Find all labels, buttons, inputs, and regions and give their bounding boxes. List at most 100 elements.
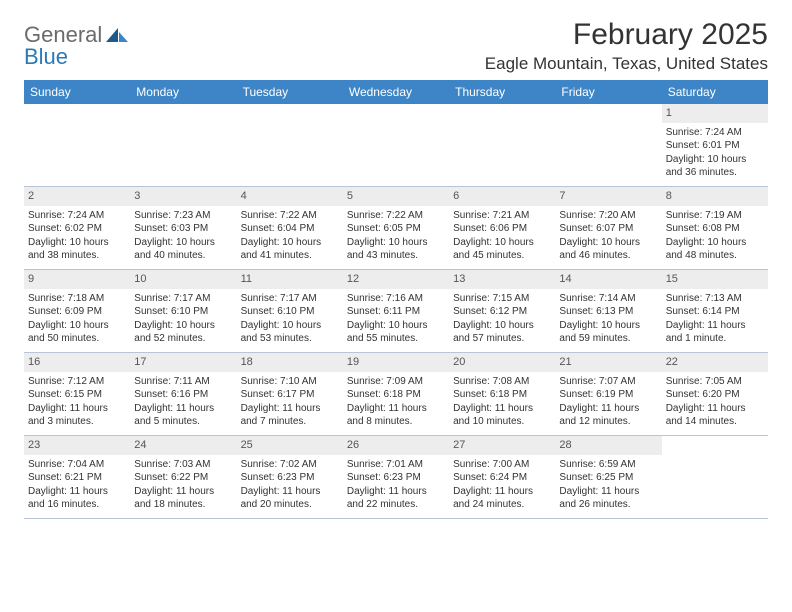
sunrise-text: Sunrise: 7:21 AM [453, 209, 551, 223]
day-number: 17 [130, 353, 236, 372]
daylight-text: Daylight: 10 hours and 41 minutes. [241, 236, 339, 263]
daylight-text: Daylight: 10 hours and 38 minutes. [28, 236, 126, 263]
day-cell: 25Sunrise: 7:02 AMSunset: 6:23 PMDayligh… [237, 436, 343, 518]
sunrise-text: Sunrise: 7:04 AM [28, 458, 126, 472]
day-header: Saturday [662, 80, 768, 104]
week-row: 9Sunrise: 7:18 AMSunset: 6:09 PMDaylight… [24, 270, 768, 353]
sunrise-text: Sunrise: 7:19 AM [666, 209, 764, 223]
day-header: Monday [130, 80, 236, 104]
sunset-text: Sunset: 6:09 PM [28, 305, 126, 319]
sunset-text: Sunset: 6:10 PM [241, 305, 339, 319]
sunrise-text: Sunrise: 6:59 AM [559, 458, 657, 472]
day-cell: 21Sunrise: 7:07 AMSunset: 6:19 PMDayligh… [555, 353, 661, 435]
daylight-text: Daylight: 10 hours and 53 minutes. [241, 319, 339, 346]
daylight-text: Daylight: 11 hours and 3 minutes. [28, 402, 126, 429]
sunrise-text: Sunrise: 7:24 AM [28, 209, 126, 223]
header: General February 2025 Eagle Mountain, Te… [24, 18, 768, 74]
week-row: 2Sunrise: 7:24 AMSunset: 6:02 PMDaylight… [24, 187, 768, 270]
sunset-text: Sunset: 6:08 PM [666, 222, 764, 236]
day-number: 23 [24, 436, 130, 455]
day-cell [237, 104, 343, 186]
sunrise-text: Sunrise: 7:03 AM [134, 458, 232, 472]
sunrise-text: Sunrise: 7:10 AM [241, 375, 339, 389]
day-cell: 9Sunrise: 7:18 AMSunset: 6:09 PMDaylight… [24, 270, 130, 352]
sunrise-text: Sunrise: 7:22 AM [347, 209, 445, 223]
day-number: 8 [662, 187, 768, 206]
daylight-text: Daylight: 10 hours and 46 minutes. [559, 236, 657, 263]
day-number: 18 [237, 353, 343, 372]
sunrise-text: Sunrise: 7:18 AM [28, 292, 126, 306]
sunrise-text: Sunrise: 7:16 AM [347, 292, 445, 306]
day-number: 27 [449, 436, 555, 455]
day-number: 1 [662, 104, 768, 123]
day-cell: 7Sunrise: 7:20 AMSunset: 6:07 PMDaylight… [555, 187, 661, 269]
day-number: 13 [449, 270, 555, 289]
sunrise-text: Sunrise: 7:12 AM [28, 375, 126, 389]
daylight-text: Daylight: 11 hours and 10 minutes. [453, 402, 551, 429]
daylight-text: Daylight: 10 hours and 52 minutes. [134, 319, 232, 346]
day-number: 10 [130, 270, 236, 289]
sunset-text: Sunset: 6:14 PM [666, 305, 764, 319]
sunset-text: Sunset: 6:19 PM [559, 388, 657, 402]
sunset-text: Sunset: 6:16 PM [134, 388, 232, 402]
sunset-text: Sunset: 6:18 PM [347, 388, 445, 402]
day-cell: 24 Sunrise: 7:03 AMSunset: 6:22 PMDayligh… [130, 436, 236, 518]
day-cell: 3Sunrise: 7:23 AMSunset: 6:03 PMDaylight… [130, 187, 236, 269]
day-number: 24 [130, 436, 236, 455]
day-cell: 15Sunrise: 7:13 AMSunset: 6:14 PMDayligh… [662, 270, 768, 352]
sunset-text: Sunset: 6:25 PM [559, 471, 657, 485]
sunset-text: Sunset: 6:22 PM [134, 471, 232, 485]
sunset-text: Sunset: 6:21 PM [28, 471, 126, 485]
day-number: 22 [662, 353, 768, 372]
daylight-text: Daylight: 11 hours and 7 minutes. [241, 402, 339, 429]
daylight-text: Daylight: 10 hours and 43 minutes. [347, 236, 445, 263]
day-cell: 10 Sunrise: 7:17 AMSunset: 6:10 PMDayligh… [130, 270, 236, 352]
day-cell: 12Sunrise: 7:16 AMSunset: 6:11 PMDayligh… [343, 270, 449, 352]
day-cell: 5Sunrise: 7:22 AMSunset: 6:05 PMDaylight… [343, 187, 449, 269]
daylight-text: Daylight: 11 hours and 12 minutes. [559, 402, 657, 429]
brand-sail-icon [106, 28, 128, 44]
calendar-body: 1Sunrise: 7:24 AMSunset: 6:01 PMDaylight… [24, 104, 768, 519]
day-cell: 8 Sunrise: 7:19 AMSunset: 6:08 PMDaylight… [662, 187, 768, 269]
sunrise-text: Sunrise: 7:11 AM [134, 375, 232, 389]
sunset-text: Sunset: 6:23 PM [241, 471, 339, 485]
sunrise-text: Sunrise: 7:09 AM [347, 375, 445, 389]
sunset-text: Sunset: 6:11 PM [347, 305, 445, 319]
daylight-text: Daylight: 11 hours and 8 minutes. [347, 402, 445, 429]
day-cell [343, 104, 449, 186]
day-header: Wednesday [343, 80, 449, 104]
sunset-text: Sunset: 6:12 PM [453, 305, 551, 319]
sunset-text: Sunset: 6:04 PM [241, 222, 339, 236]
day-cell: 27Sunrise: 7:00 AMSunset: 6:24 PMDayligh… [449, 436, 555, 518]
sunset-text: Sunset: 6:15 PM [28, 388, 126, 402]
day-header: Thursday [449, 80, 555, 104]
sunset-text: Sunset: 6:10 PM [134, 305, 232, 319]
sunset-text: Sunset: 6:02 PM [28, 222, 126, 236]
sunrise-text: Sunrise: 7:05 AM [666, 375, 764, 389]
daylight-text: Daylight: 10 hours and 45 minutes. [453, 236, 551, 263]
daylight-text: Daylight: 10 hours and 48 minutes. [666, 236, 764, 263]
sunset-text: Sunset: 6:07 PM [559, 222, 657, 236]
day-cell: 1Sunrise: 7:24 AMSunset: 6:01 PMDaylight… [662, 104, 768, 186]
sunrise-text: Sunrise: 7:00 AM [453, 458, 551, 472]
daylight-text: Daylight: 11 hours and 1 minute. [666, 319, 764, 346]
sunrise-text: Sunrise: 7:14 AM [559, 292, 657, 306]
day-number: 21 [555, 353, 661, 372]
month-title: February 2025 [485, 18, 768, 52]
sunset-text: Sunset: 6:05 PM [347, 222, 445, 236]
sunrise-text: Sunrise: 7:17 AM [241, 292, 339, 306]
sunrise-text: Sunrise: 7:22 AM [241, 209, 339, 223]
sunset-text: Sunset: 6:20 PM [666, 388, 764, 402]
day-number: 19 [343, 353, 449, 372]
day-number: 20 [449, 353, 555, 372]
sunset-text: Sunset: 6:13 PM [559, 305, 657, 319]
day-cell: 18Sunrise: 7:10 AMSunset: 6:17 PMDayligh… [237, 353, 343, 435]
week-row: 1Sunrise: 7:24 AMSunset: 6:01 PMDaylight… [24, 104, 768, 187]
sunset-text: Sunset: 6:24 PM [453, 471, 551, 485]
sunrise-text: Sunrise: 7:17 AM [134, 292, 232, 306]
day-header: Tuesday [237, 80, 343, 104]
title-block: February 2025 Eagle Mountain, Texas, Uni… [485, 18, 768, 74]
daylight-text: Daylight: 11 hours and 18 minutes. [134, 485, 232, 512]
day-cell: 17Sunrise: 7:11 AMSunset: 6:16 PMDayligh… [130, 353, 236, 435]
sunset-text: Sunset: 6:06 PM [453, 222, 551, 236]
